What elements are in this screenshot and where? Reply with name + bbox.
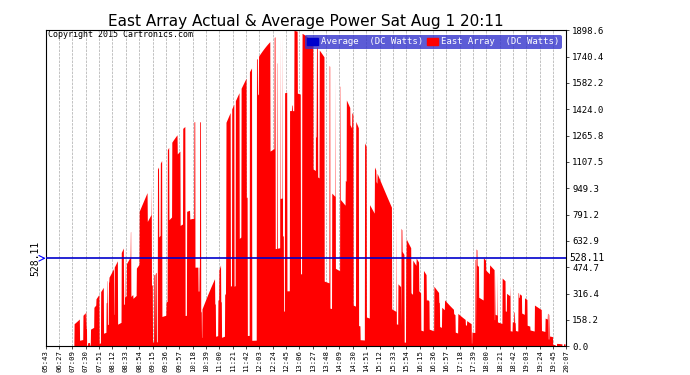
Title: East Array Actual & Average Power Sat Aug 1 20:11: East Array Actual & Average Power Sat Au… <box>108 14 504 29</box>
Legend: Average  (DC Watts), East Array  (DC Watts): Average (DC Watts), East Array (DC Watts… <box>304 35 562 49</box>
Text: Copyright 2015 Cartronics.com: Copyright 2015 Cartronics.com <box>48 30 193 39</box>
Text: 528.11: 528.11 <box>30 241 41 276</box>
Text: 528.11: 528.11 <box>569 253 604 263</box>
